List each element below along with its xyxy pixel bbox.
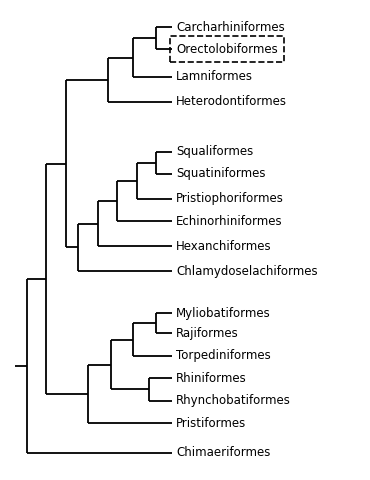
Text: Echinorhiniformes: Echinorhiniformes [176, 215, 283, 228]
Text: Pristiophoriformes: Pristiophoriformes [176, 192, 284, 205]
Text: Torpediniformes: Torpediniformes [176, 349, 271, 362]
Text: Squatiniformes: Squatiniformes [176, 168, 265, 180]
Text: Orectolobiformes: Orectolobiformes [176, 43, 278, 56]
Text: Carcharhiniformes: Carcharhiniformes [176, 21, 285, 34]
Text: Chlamydoselachiformes: Chlamydoselachiformes [176, 264, 317, 277]
Text: Rajiformes: Rajiformes [176, 327, 239, 340]
Text: Myliobatiformes: Myliobatiformes [176, 307, 271, 320]
Text: Chimaeriformes: Chimaeriformes [176, 446, 270, 459]
Text: Hexanchiformes: Hexanchiformes [176, 240, 272, 253]
Text: Heterodontiformes: Heterodontiformes [176, 95, 287, 108]
Text: Lamniformes: Lamniformes [176, 71, 253, 84]
Text: Rhiniformes: Rhiniformes [176, 372, 247, 385]
Text: Pristiformes: Pristiformes [176, 417, 246, 430]
Text: Rhynchobatiformes: Rhynchobatiformes [176, 394, 291, 407]
Text: Squaliformes: Squaliformes [176, 145, 253, 158]
